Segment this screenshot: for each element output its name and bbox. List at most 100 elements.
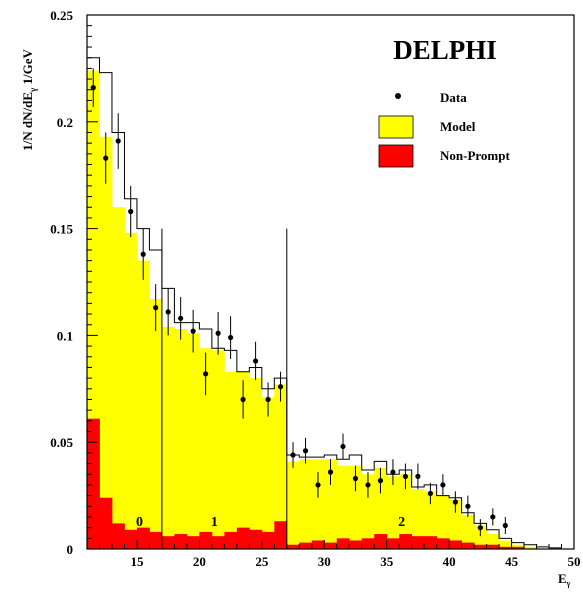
y-axis-label-sub: γ bbox=[28, 87, 38, 93]
data-point-26 bbox=[415, 473, 421, 479]
bar-non-prompt-22 bbox=[361, 538, 375, 549]
bar-model-9 bbox=[199, 348, 213, 549]
bar-non-prompt-8 bbox=[186, 536, 200, 549]
legend: Data Model Non-Prompt bbox=[378, 90, 510, 168]
bar-non-prompt-7 bbox=[174, 534, 188, 549]
bar-model-24 bbox=[386, 476, 400, 549]
bar-model-14 bbox=[261, 397, 275, 549]
data-point-14 bbox=[265, 396, 271, 403]
bar-model-6 bbox=[161, 326, 175, 549]
bar-model-16 bbox=[286, 461, 300, 549]
data-point-1 bbox=[103, 155, 109, 161]
bar-non-prompt-14 bbox=[261, 531, 275, 549]
bar-model-4 bbox=[136, 260, 150, 549]
data-point-4 bbox=[140, 251, 146, 257]
bar-non-prompt-33 bbox=[499, 546, 512, 549]
bars-layer bbox=[87, 70, 537, 550]
bar-model-7 bbox=[174, 328, 188, 549]
y-tick-label-2: 0.1 bbox=[57, 328, 73, 343]
bar-non-prompt-12 bbox=[236, 527, 250, 549]
data-point-11 bbox=[228, 334, 234, 341]
bar-non-prompt-27 bbox=[424, 536, 438, 549]
bar-non-prompt-32 bbox=[486, 544, 500, 549]
bar-non-prompt-4 bbox=[136, 527, 150, 549]
region-label-2: 2 bbox=[398, 515, 405, 530]
bar-model-25 bbox=[399, 474, 413, 549]
legend-data-marker bbox=[395, 93, 401, 99]
bar-model-35 bbox=[524, 546, 537, 549]
labels-layer: 15 20 25 30 35 40 45 50 0 0.05 0.1 0.15 0.2 0.25 0 1 2 bbox=[50, 8, 580, 569]
bar-model-12 bbox=[236, 371, 250, 549]
data-point-32 bbox=[490, 514, 496, 520]
legend-nonprompt-swatch bbox=[378, 144, 414, 168]
legend-model-swatch bbox=[378, 115, 414, 139]
bar-model-21 bbox=[349, 465, 363, 549]
data-point-23 bbox=[377, 478, 384, 484]
data-point-28 bbox=[440, 482, 446, 488]
data-point-33 bbox=[502, 522, 508, 529]
bar-model-18 bbox=[311, 459, 325, 549]
bar-model-1 bbox=[99, 136, 113, 549]
bar-non-prompt-29 bbox=[449, 540, 463, 549]
data-point-18 bbox=[315, 482, 321, 488]
y-axis-label-main: 1/N dN/dE bbox=[20, 92, 35, 151]
bar-model-30 bbox=[461, 514, 475, 549]
data-point-12 bbox=[240, 396, 246, 403]
data-point-16 bbox=[290, 452, 296, 458]
experiment-label: DELPHI bbox=[393, 35, 497, 65]
bar-non-prompt-11 bbox=[224, 531, 238, 549]
data-point-15 bbox=[277, 384, 284, 390]
data-point-21 bbox=[352, 475, 359, 482]
bar-non-prompt-34 bbox=[511, 546, 525, 549]
x-tick-label-6: 45 bbox=[505, 554, 519, 569]
bar-non-prompt-21 bbox=[349, 540, 363, 549]
region-label-0: 0 bbox=[136, 515, 143, 530]
data-point-7 bbox=[178, 315, 184, 321]
y-axis-label: 1/N dN/dEγ 1/GeV bbox=[20, 49, 38, 151]
data-point-30 bbox=[465, 503, 471, 509]
data-point-31 bbox=[477, 525, 483, 531]
y-tick-label-1: 0.05 bbox=[50, 435, 73, 450]
bar-non-prompt-6 bbox=[161, 536, 175, 549]
x-tick-label-3: 30 bbox=[318, 554, 331, 569]
ticks-layer bbox=[87, 25, 563, 549]
x-axis-label-sub: γ bbox=[566, 579, 571, 588]
data-point-2 bbox=[115, 138, 121, 144]
bar-non-prompt-2 bbox=[111, 523, 125, 549]
bar-model-22 bbox=[361, 474, 375, 549]
y-tick-label-5: 0.25 bbox=[50, 8, 73, 23]
bar-non-prompt-10 bbox=[211, 536, 225, 549]
bar-non-prompt-18 bbox=[311, 540, 325, 549]
y-tick-label-3: 0.15 bbox=[50, 222, 73, 237]
bar-model-10 bbox=[211, 350, 225, 549]
legend-model-label: Model bbox=[440, 119, 476, 134]
data-point-25 bbox=[402, 473, 409, 479]
bar-model-20 bbox=[336, 465, 350, 549]
data-point-0 bbox=[90, 85, 96, 91]
bar-model-2 bbox=[111, 207, 125, 550]
data-point-22 bbox=[365, 482, 371, 488]
data-point-9 bbox=[203, 371, 209, 377]
data-points-layer bbox=[90, 68, 508, 537]
data-point-3 bbox=[128, 208, 134, 215]
bar-model-15 bbox=[274, 384, 288, 549]
bar-non-prompt-1 bbox=[99, 497, 113, 549]
x-tick-label-1: 20 bbox=[193, 554, 206, 569]
x-tick-label-0: 15 bbox=[130, 554, 144, 569]
x-tick-label-4: 35 bbox=[380, 554, 394, 569]
bar-model-28 bbox=[436, 495, 450, 549]
bar-non-prompt-9 bbox=[199, 531, 213, 549]
y-tick-label-4: 0.2 bbox=[57, 115, 73, 130]
bar-model-8 bbox=[186, 333, 200, 549]
region-label-1: 1 bbox=[211, 515, 218, 530]
bar-non-prompt-19 bbox=[324, 542, 338, 549]
bar-model-3 bbox=[124, 232, 138, 549]
bar-non-prompt-16 bbox=[286, 544, 300, 549]
bar-model-29 bbox=[449, 499, 463, 549]
bar-model-31 bbox=[474, 525, 487, 549]
bar-non-prompt-17 bbox=[299, 542, 313, 549]
data-point-27 bbox=[427, 490, 433, 497]
bar-non-prompt-13 bbox=[249, 529, 263, 549]
bar-non-prompt-26 bbox=[411, 536, 425, 549]
